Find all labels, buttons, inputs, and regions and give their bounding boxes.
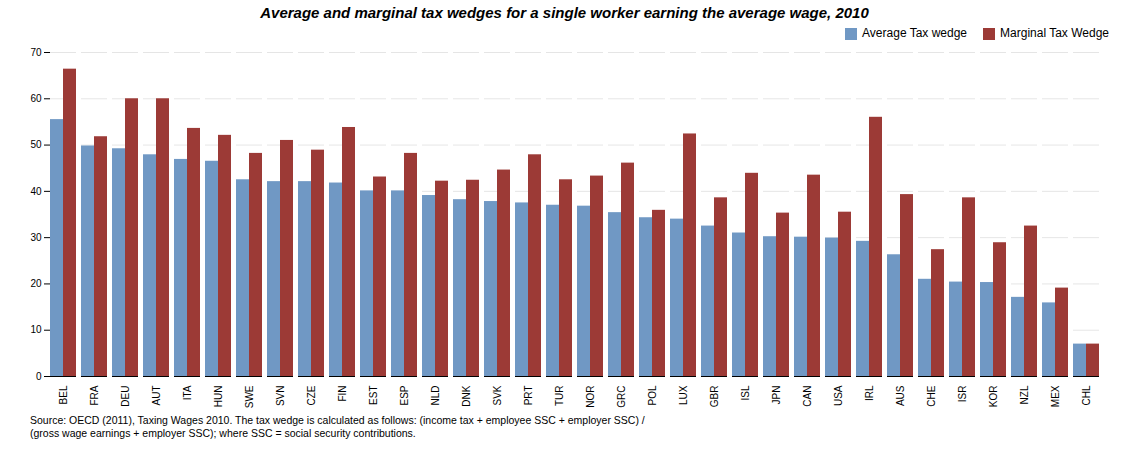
svg-text:AUT: AUT xyxy=(151,386,162,406)
svg-text:0: 0 xyxy=(36,371,42,382)
svg-text:EST: EST xyxy=(368,386,379,405)
svg-text:30: 30 xyxy=(30,232,42,243)
svg-text:DNK: DNK xyxy=(461,385,472,406)
svg-text:20: 20 xyxy=(30,278,42,289)
svg-text:GRC: GRC xyxy=(616,386,627,408)
html-text:Marginal Tax Wedge: Marginal Tax Wedge xyxy=(1000,26,1109,40)
svg-text:HUN: HUN xyxy=(213,386,224,408)
svg-text:PRT: PRT xyxy=(523,386,534,406)
svg-text:FRA: FRA xyxy=(89,385,100,405)
svg-text:ITA: ITA xyxy=(182,385,193,400)
svg-text:50: 50 xyxy=(30,139,42,150)
svg-text:MEX: MEX xyxy=(1050,385,1061,407)
svg-text:CAN: CAN xyxy=(802,386,813,407)
svg-text:DEU: DEU xyxy=(120,386,131,407)
svg-text:LUX: LUX xyxy=(678,385,689,405)
svg-text:TUR: TUR xyxy=(554,386,565,407)
html-text:Source: OECD (2011), Taxing Wa: Source: OECD (2011), Taxing Wages 2010. … xyxy=(30,414,645,439)
svg-text:POL: POL xyxy=(647,385,658,405)
svg-text:70: 70 xyxy=(30,47,42,58)
svg-text:ISL: ISL xyxy=(740,385,751,400)
svg-text:NOR: NOR xyxy=(585,386,596,408)
html-text:Average Tax wedge: Average Tax wedge xyxy=(862,26,967,40)
svg-text:40: 40 xyxy=(30,186,42,197)
svg-text:FIN: FIN xyxy=(337,386,348,402)
html-text:Average and marginal tax wedge: Average and marginal tax wedges for a si… xyxy=(260,4,869,21)
svg-text:NLD: NLD xyxy=(430,386,441,406)
svg-text:IRL: IRL xyxy=(864,385,875,401)
svg-text:10: 10 xyxy=(30,324,42,335)
svg-text:NZL: NZL xyxy=(1019,385,1030,404)
svg-text:AUS: AUS xyxy=(895,385,906,406)
svg-text:KOR: KOR xyxy=(988,386,999,408)
svg-text:GBR: GBR xyxy=(709,386,720,408)
svg-text:ISR: ISR xyxy=(957,386,968,403)
svg-text:JPN: JPN xyxy=(771,386,782,405)
svg-text:CZE: CZE xyxy=(306,385,317,405)
svg-text:ESP: ESP xyxy=(399,385,410,405)
svg-text:SWE: SWE xyxy=(244,385,255,408)
svg-text:60: 60 xyxy=(30,93,42,104)
svg-text:SVN: SVN xyxy=(275,386,286,407)
svg-text:CHE: CHE xyxy=(926,385,937,406)
svg-text:BEL: BEL xyxy=(58,385,69,404)
svg-text:SVK: SVK xyxy=(492,385,503,405)
svg-text:CHL: CHL xyxy=(1081,385,1092,405)
svg-text:USA: USA xyxy=(833,385,844,406)
